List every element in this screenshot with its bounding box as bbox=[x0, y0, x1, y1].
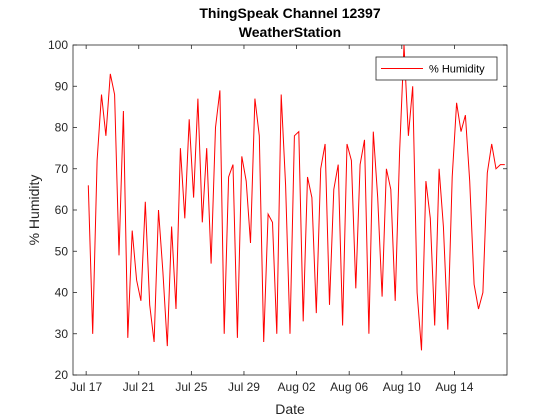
x-tick-label: Jul 25 bbox=[175, 380, 207, 394]
x-tick-label: Jul 29 bbox=[228, 380, 260, 394]
legend-box bbox=[375, 56, 498, 81]
y-tick-label: 80 bbox=[55, 121, 69, 135]
x-tick-label: Aug 14 bbox=[435, 380, 473, 394]
x-tick-label: Aug 06 bbox=[330, 380, 368, 394]
y-tick-label: 90 bbox=[55, 79, 69, 93]
y-axis: 20 30 40 50 60 70 80 90 100 bbox=[48, 38, 507, 382]
series-line-humidity bbox=[87, 44, 505, 351]
x-axis: Jul 17 Jul 21 Jul 25 Jul 29 Aug 02 Aug 06 Aug … bbox=[70, 45, 474, 394]
chart-subtitle: WeatherStation bbox=[239, 24, 341, 40]
legend-label: % Humidity bbox=[429, 64, 485, 76]
y-tick-label: 70 bbox=[55, 162, 69, 176]
y-tick-label: 60 bbox=[55, 203, 69, 217]
x-tick-label: Jul 21 bbox=[123, 380, 155, 394]
y-tick-label: 20 bbox=[55, 368, 69, 382]
y-tick-label: 50 bbox=[55, 244, 69, 258]
y-tick-label: 30 bbox=[55, 327, 69, 341]
legend: % Humidity bbox=[375, 56, 498, 81]
y-tick-label: 100 bbox=[48, 38, 68, 52]
x-tick-label: Aug 10 bbox=[383, 380, 421, 394]
y-tick-label: 40 bbox=[55, 286, 69, 300]
y-axis-label: % Humidity bbox=[26, 175, 42, 246]
x-tick-label: Aug 02 bbox=[278, 380, 316, 394]
x-tick-label: Jul 17 bbox=[70, 380, 102, 394]
chart-title: ThingSpeak Channel 12397 bbox=[199, 5, 380, 21]
x-axis-label: Date bbox=[275, 401, 305, 417]
